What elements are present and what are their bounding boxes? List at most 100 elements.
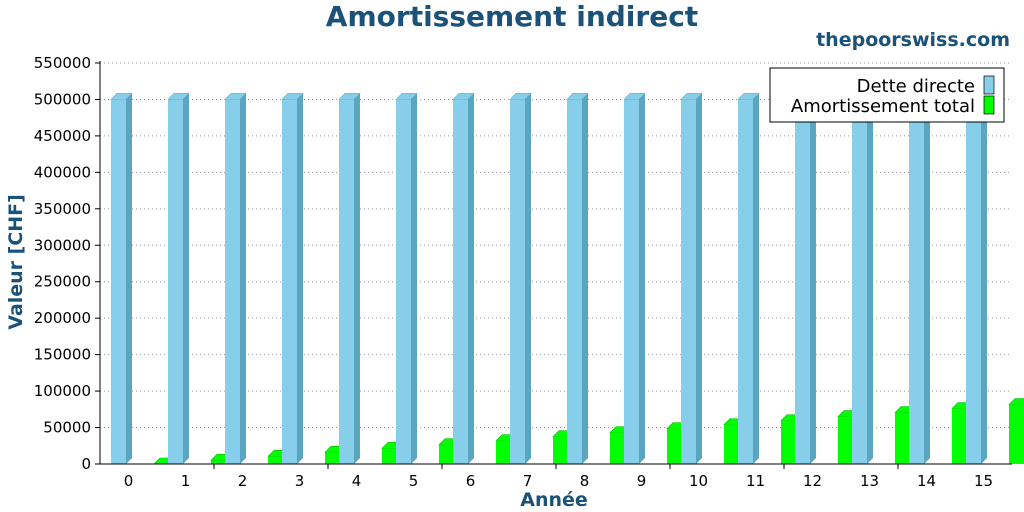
x-tick-label-4: 4 [352,472,362,490]
bar-dette-directe-14 [908,93,931,465]
bar-dette-directe-2 [224,93,247,465]
x-tick-label-3: 3 [295,472,305,490]
legend-label-amortissement-total: Amortissement total [791,96,975,117]
bar-dette-directe-5-front [396,99,411,465]
y-axis-title: Valeur [CHF] [5,194,27,330]
bar-dette-directe-2-side [240,93,246,465]
bar-dette-directe-11 [737,93,760,465]
bar-amortissement-total-15 [1008,398,1024,464]
bar-amortissement-total-1-front [211,460,226,464]
y-tick-label-3: 150000 [34,346,91,364]
bar-amortissement-total-6-front [496,440,511,464]
x-tick-label-10: 10 [689,472,708,490]
bar-dette-directe-12-side [810,93,816,465]
bar-dette-directe-11-front [738,99,753,465]
bar-dette-directe-4-side [354,93,360,465]
y-tick-label-9: 450000 [34,127,91,145]
y-tick-label-10: 500000 [34,90,91,108]
bar-dette-directe-11-side [753,93,759,465]
x-axis-title: Année [520,489,588,511]
bar-dette-directe-6 [452,93,475,465]
bar-dette-directe-14-front [909,99,924,465]
x-tick-label-14: 14 [917,472,936,490]
bar-dette-directe-3 [281,93,304,465]
y-tick-label-0: 0 [81,455,91,473]
bar-dette-directe-12 [794,93,817,465]
bar-dette-directe-4-front [339,99,354,465]
bar-dette-directe-15-front [966,99,981,465]
bar-dette-directe-12-front [795,99,810,465]
legend-swatch-amortissement-total [983,95,995,115]
bar-dette-directe-13-side [867,93,873,465]
bar-dette-directe-3-front [282,99,297,465]
x-tick-label-1: 1 [181,472,191,490]
legend-box [769,67,1005,123]
x-tick-label-0: 0 [124,472,134,490]
y-tick-label-6: 300000 [34,236,91,254]
bar-dette-directe-5-side [411,93,417,465]
bar-dette-directe-5 [395,93,418,465]
bar-amortissement-total-7-front [553,436,568,464]
bar-dette-directe-7 [509,93,532,465]
y-tick-label-2: 100000 [34,382,91,400]
bar-dette-directe-9 [623,93,646,465]
bar-dette-directe-2-front [225,99,240,465]
bar-amortissement-total-12-front [838,416,853,464]
x-tick-label-11: 11 [746,472,765,490]
bar-dette-directe-1-side [183,93,189,465]
bar-dette-directe-3-side [297,93,303,465]
bar-dette-directe-7-side [525,93,531,465]
legend: Dette directe Amortissement total [769,67,1005,123]
x-tick-label-15: 15 [974,472,993,490]
bar-amortissement-total-10-front [724,424,739,464]
bar-amortissement-total-3-front [325,452,340,464]
bar-amortissement-total-15-top [1008,398,1024,405]
bar-amortissement-total-11-front [781,420,796,464]
x-tick-label-6: 6 [466,472,476,490]
y-tick-label-4: 200000 [34,309,91,327]
bar-dette-directe-10-side [696,93,702,465]
bar-amortissement-total-4-front [382,448,397,464]
bar-dette-directe-7-front [510,99,525,465]
bar-amortissement-total-13-front [895,412,910,464]
legend-label-dette-directe: Dette directe [857,76,975,97]
bar-dette-directe-15 [965,93,988,465]
bar-dette-directe-6-front [453,99,468,465]
bar-dette-directe-9-side [639,93,645,465]
x-tick-label-13: 13 [860,472,879,490]
bar-dette-directe-0 [110,93,133,465]
x-tick-label-9: 9 [637,472,647,490]
bar-dette-directe-8-side [582,93,588,465]
bar-dette-directe-6-side [468,93,474,465]
bar-dette-directe-14-side [924,93,930,465]
bar-amortissement-total-15-front [1009,404,1024,464]
bar-dette-directe-1-front [168,99,183,465]
bar-dette-directe-13-front [852,99,867,465]
x-tick-label-7: 7 [523,472,533,490]
legend-swatch-dette-directe [983,75,995,95]
x-tick-label-12: 12 [803,472,822,490]
bar-amortissement-total-5-front [439,444,454,464]
y-tick-label-11: 550000 [34,54,91,72]
bar-dette-directe-10-front [681,99,696,465]
y-tick-label-7: 350000 [34,200,91,218]
bar-dette-directe-8-front [567,99,582,465]
bar-dette-directe-0-side [126,93,132,465]
bar-amortissement-total-2-front [268,456,283,464]
y-tick-label-1: 50000 [43,419,91,437]
bars [110,93,1024,465]
x-tick-label-5: 5 [409,472,419,490]
axes [95,61,1012,469]
bar-dette-directe-10 [680,93,703,465]
bar-amortissement-total-8-front [610,432,625,464]
y-tick-label-5: 250000 [34,273,91,291]
bar-dette-directe-9-front [624,99,639,465]
y-tick-label-8: 400000 [34,163,91,181]
bar-dette-directe-1 [167,93,190,465]
bar-dette-directe-8 [566,93,589,465]
bar-dette-directe-13 [851,93,874,465]
bar-dette-directe-0-front [111,99,126,465]
bar-amortissement-total-14-front [952,408,967,464]
brand-label: thepoorswiss.com [816,29,1010,51]
